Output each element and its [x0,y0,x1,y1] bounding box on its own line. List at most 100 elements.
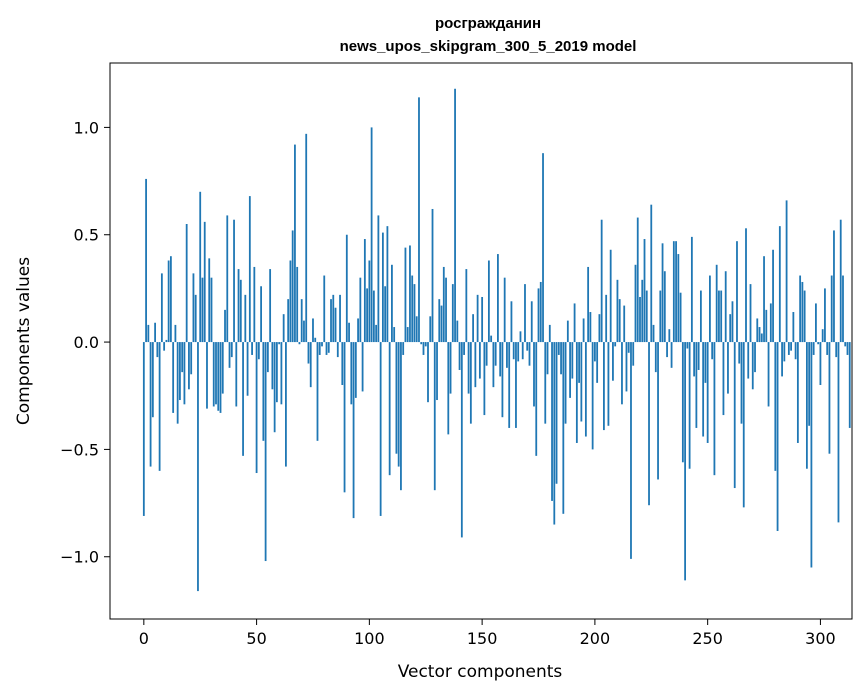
bar-19 [185,224,188,343]
bar-21 [190,342,193,375]
bar-312 [846,342,849,355]
bar-229 [659,290,662,343]
x-axis-ticks: 0 50 100 150 200 250 300 [139,619,836,648]
bar-108 [386,226,389,343]
bar-298 [815,303,817,343]
bar-161 [506,342,508,368]
bar-90 [345,234,348,343]
bar-167 [519,331,522,343]
bar-239 [681,342,684,463]
bar-183 [555,342,558,484]
bar-8 [160,273,163,343]
y-tick-label: −0.5 [60,440,99,459]
bar-290 [796,342,799,443]
bar-212 [621,342,623,405]
bar-68 [296,266,299,343]
bar-258 [724,271,727,343]
bar-46 [246,342,249,396]
bar-80 [323,275,326,343]
bar-294 [805,342,808,469]
bar-306 [833,230,835,343]
bar-59 [275,342,278,403]
bar-105 [379,342,382,516]
bar-219 [636,217,639,343]
bar-170 [526,342,529,351]
bar-6 [156,342,159,358]
bar-273 [758,327,761,343]
bar-54 [264,342,267,562]
bar-109 [388,342,391,476]
bar-252 [711,342,714,360]
bar-164 [512,342,515,360]
bar-264 [738,342,741,364]
y-tick-label: 0.5 [74,226,99,245]
bar-154 [490,335,493,343]
x-tick-label: 300 [805,629,836,648]
bar-224 [648,342,650,506]
bar-249 [704,342,707,383]
bar-194 [580,342,583,422]
bar-211 [618,299,621,343]
bar-160 [503,277,506,343]
bar-220 [639,296,641,343]
bar-210 [616,279,619,343]
bar-74 [309,342,312,388]
bar-177 [542,153,544,343]
bar-282 [778,226,781,343]
bar-214 [625,342,628,392]
bar-256 [720,290,723,343]
bar-192 [575,342,578,443]
bar-279 [772,249,774,343]
bar-272 [756,318,759,343]
bar-45 [244,294,247,343]
bar-47 [248,196,251,343]
bar-62 [282,314,285,343]
bar-155 [492,342,495,388]
bar-13 [172,342,175,413]
bar-255 [718,290,720,343]
bar-77 [316,342,319,441]
bar-138 [454,88,456,343]
bar-51 [257,342,260,360]
bar-308 [837,342,840,523]
bar-117 [406,327,409,343]
bar-236 [675,241,677,343]
bar-281 [776,342,779,531]
bar-145 [469,342,472,424]
bar-5 [154,322,156,343]
bar-116 [404,247,407,343]
bar-187 [564,342,567,424]
bar-246 [697,342,700,370]
bar-208 [612,342,614,381]
bar-267 [745,228,747,343]
bar-16 [179,342,181,401]
bar-311 [844,342,847,347]
bar-107 [384,286,387,343]
bar-43 [239,279,242,343]
bar-215 [627,342,630,353]
bar-130 [436,342,438,401]
bar-125 [424,342,427,347]
bar-83 [330,299,332,343]
x-tick-label: 50 [246,629,266,648]
bar-186 [562,342,565,514]
bar-180 [548,324,551,343]
bar-97 [361,342,364,392]
bar-110 [391,264,393,343]
bar-217 [632,342,635,366]
bar-275 [763,256,765,343]
bar-133 [442,266,445,343]
bar-195 [582,318,585,343]
bar-147 [474,342,477,388]
bar-193 [578,342,580,383]
bar-2 [147,324,150,343]
y-tick-label: 0.0 [74,333,99,352]
bar-89 [343,342,346,493]
bar-216 [630,342,632,559]
bar-233 [668,329,671,343]
bar-67 [294,144,296,343]
bar-151 [483,342,486,416]
bar-149 [478,342,481,379]
bar-175 [537,288,540,343]
bar-190 [571,342,574,379]
